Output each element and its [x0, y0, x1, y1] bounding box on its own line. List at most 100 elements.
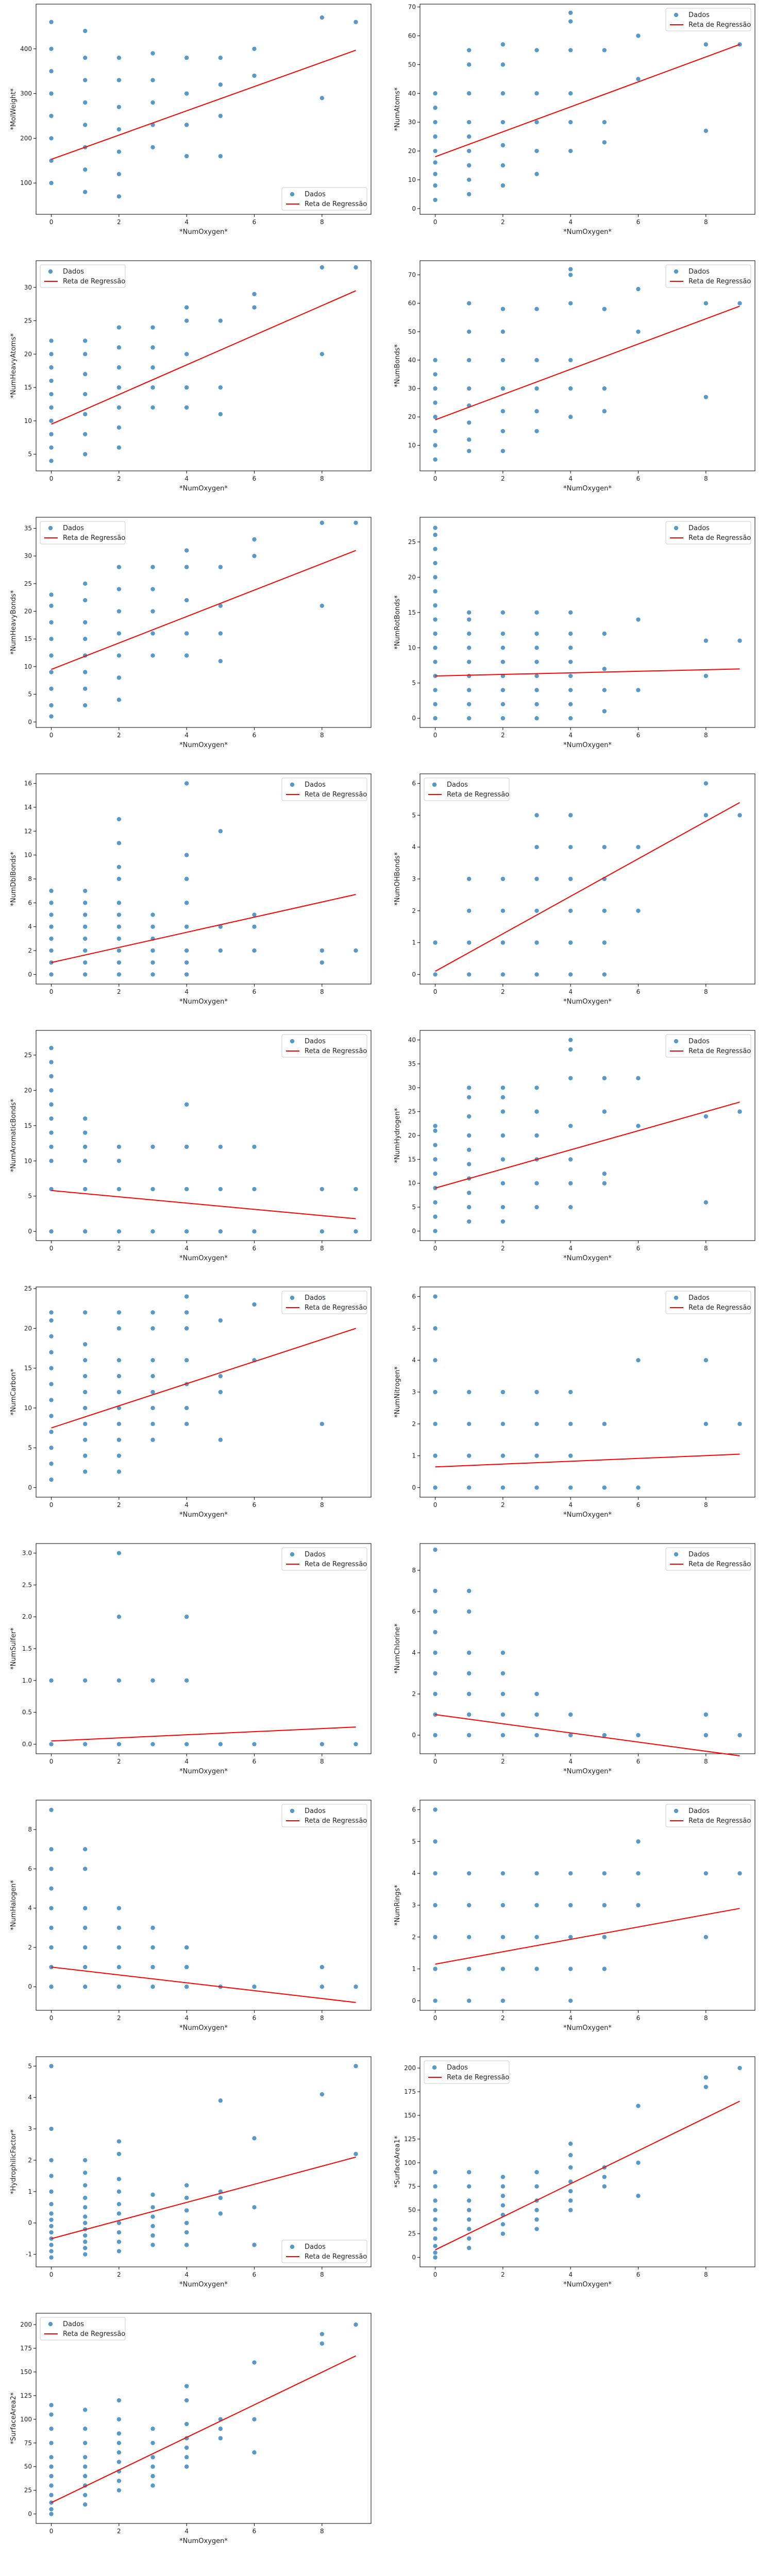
- data-point: [602, 1076, 607, 1080]
- legend: Dados Reta de Regressão: [281, 1034, 367, 1058]
- data-point: [83, 2214, 88, 2219]
- data-point: [703, 781, 708, 786]
- legend-marker-points: [432, 2065, 437, 2070]
- data-point: [534, 91, 539, 96]
- data-point: [636, 1903, 641, 1908]
- data-point: [602, 1903, 607, 1908]
- data-point: [252, 1229, 257, 1234]
- x-tick-label: 4: [184, 2528, 189, 2535]
- y-tick-label: 2: [412, 1420, 416, 1428]
- data-point: [49, 2464, 54, 2469]
- data-point: [49, 20, 54, 24]
- data-point: [500, 91, 506, 96]
- data-point: [534, 429, 539, 434]
- data-point: [568, 2153, 573, 2158]
- y-axis-label: *NumChlorine*: [394, 1623, 401, 1674]
- data-point: [116, 936, 122, 941]
- y-tick-label: 6: [412, 1293, 416, 1300]
- x-tick-label: 4: [568, 2014, 573, 2022]
- legend-box: [281, 1034, 367, 1058]
- data-point: [500, 409, 506, 414]
- data-point: [49, 2126, 54, 2131]
- y-tick-label: 15: [408, 609, 416, 616]
- data-point: [433, 106, 438, 110]
- data-point: [534, 2217, 539, 2222]
- data-point: [116, 1437, 122, 1442]
- data-point: [150, 78, 155, 82]
- x-tick-label: 2: [117, 1245, 121, 1252]
- x-tick-label: 8: [320, 1758, 324, 1765]
- y-tick-label: 1.5: [22, 1645, 32, 1652]
- data-point: [602, 1171, 607, 1176]
- x-tick-label: 2: [117, 2528, 121, 2535]
- y-tick-label: 6: [412, 1608, 416, 1615]
- data-point: [320, 603, 324, 608]
- data-point: [49, 1867, 54, 1871]
- y-tick-label: 4: [412, 1649, 416, 1656]
- data-point: [184, 2398, 189, 2403]
- x-tick-label: 6: [253, 732, 257, 739]
- y-tick-label: 1: [28, 2188, 32, 2195]
- data-point: [116, 445, 122, 450]
- data-point: [184, 781, 189, 786]
- data-point: [184, 653, 189, 658]
- data-point: [184, 2195, 189, 2200]
- data-point: [83, 2195, 88, 2200]
- data-point: [500, 1650, 506, 1655]
- data-point: [218, 55, 223, 60]
- data-point: [568, 48, 573, 53]
- data-point: [433, 659, 438, 664]
- x-tick-label: 4: [568, 2271, 573, 2278]
- data-point: [116, 2431, 122, 2436]
- y-tick-label: 10: [24, 1404, 32, 1412]
- data-point: [433, 1171, 438, 1176]
- legend-label-points: Dados: [688, 1294, 710, 1302]
- legend-box: [424, 2060, 510, 2084]
- data-point: [433, 415, 438, 419]
- data-point: [534, 716, 539, 721]
- data-point: [49, 686, 54, 691]
- x-tick-label: 4: [568, 732, 573, 739]
- data-point: [49, 352, 54, 357]
- x-axis-label: *NumOxygen*: [179, 2024, 228, 2032]
- data-point: [467, 1485, 472, 1490]
- legend-box: [281, 1547, 367, 1571]
- data-point: [433, 688, 438, 692]
- x-tick-label: 6: [253, 1501, 257, 1509]
- data-point: [116, 1742, 122, 1747]
- data-point: [433, 603, 438, 608]
- data-point: [49, 69, 54, 74]
- data-point: [116, 631, 122, 636]
- data-point: [83, 1187, 88, 1192]
- data-point: [568, 1485, 573, 1490]
- data-point: [83, 598, 88, 603]
- data-point: [49, 1350, 54, 1354]
- data-point: [500, 1671, 506, 1676]
- legend-box: [424, 777, 510, 801]
- scatter-panel-8: 0 2 4 6 8 0 1 2 3 4 5 6 *NumOxygen* *NumOHBonds* Dados…: [394, 773, 755, 1006]
- y-tick-label: 40: [408, 90, 416, 97]
- scatter-panel-15: 0 2 4 6 8 0 2 4 6 8 *NumOxygen* *NumHalogen* Dados Re…: [10, 1800, 372, 2032]
- data-point: [703, 1358, 708, 1363]
- y-axis-label: *NumOHBonds*: [394, 852, 401, 906]
- data-point: [568, 1038, 573, 1042]
- data-point: [568, 1453, 573, 1458]
- data-point: [116, 2221, 122, 2225]
- data-point: [433, 386, 438, 391]
- axes-frame: [36, 1030, 372, 1241]
- data-point: [636, 286, 641, 292]
- data-point: [354, 1229, 358, 1234]
- data-point: [150, 51, 155, 56]
- data-point: [184, 91, 189, 96]
- data-point: [49, 1334, 54, 1339]
- data-point: [433, 2170, 438, 2175]
- data-point: [49, 2202, 54, 2207]
- data-point: [49, 1398, 54, 1402]
- data-point: [184, 876, 189, 882]
- y-tick-label: 10: [408, 176, 416, 183]
- axes-frame: [36, 1543, 372, 1754]
- axes-frame: [36, 1800, 372, 2011]
- data-point: [703, 128, 708, 133]
- data-point: [49, 653, 54, 658]
- data-point: [433, 400, 438, 405]
